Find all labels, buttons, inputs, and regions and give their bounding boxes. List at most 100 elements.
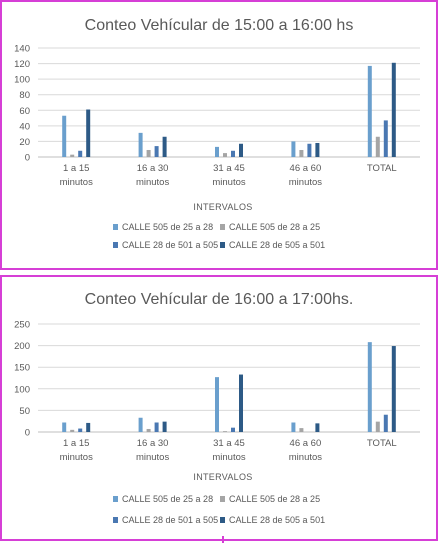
x-tick-label: 1 a 15 <box>63 438 89 449</box>
x-tick-label: TOTAL <box>367 163 397 174</box>
bar <box>223 153 227 157</box>
bar <box>162 136 167 157</box>
bar <box>78 150 83 157</box>
legend-label: CALLE 28 de 505 a 501 <box>229 240 325 250</box>
bar <box>62 422 67 432</box>
x-tick-label: minutos <box>289 177 323 188</box>
x-tick-label: minutos <box>136 452 170 463</box>
legend-swatch <box>220 496 225 502</box>
y-tick-label: 20 <box>19 137 30 148</box>
bar <box>146 149 151 157</box>
bar <box>70 429 75 432</box>
x-tick-label: minutos <box>60 177 94 188</box>
chart-panel-1: Conteo Vehícular de 15:00 a 16:00 hs 0 20… <box>0 0 438 270</box>
bar <box>162 421 167 432</box>
legend-swatch <box>113 517 118 523</box>
x-tick-label: minutos <box>212 177 246 188</box>
bar <box>315 142 320 157</box>
legend-swatch <box>220 242 225 248</box>
y-tick-label: 200 <box>14 341 30 352</box>
bar <box>299 149 304 157</box>
chart-title: Conteo Vehícular de 16:00 a 17:00hs. <box>85 291 354 308</box>
bar <box>154 146 159 157</box>
x-tick-label: 31 a 45 <box>213 438 245 449</box>
chart-1-svg: Conteo Vehícular de 15:00 a 16:00 hs 0 20… <box>14 17 420 250</box>
y-tick-label: 120 <box>14 59 30 70</box>
legend-swatch <box>113 242 118 248</box>
legend-item: CALLE 28 de 501 a 505 <box>113 515 218 525</box>
legend-label: CALLE 28 de 501 a 505 <box>122 515 218 525</box>
x-tick-label: 46 a 60 <box>290 163 322 174</box>
bar <box>391 346 396 432</box>
bar <box>223 431 227 432</box>
bar <box>146 428 151 432</box>
bar <box>86 422 91 432</box>
bar <box>86 109 91 157</box>
legend-item: CALLE 505 de 28 a 25 <box>220 222 320 232</box>
bar <box>375 421 380 432</box>
legend-item: CALLE 505 de 25 a 28 <box>113 494 213 504</box>
bar <box>231 427 235 432</box>
bar <box>215 377 219 432</box>
y-tick-label: 40 <box>19 121 30 132</box>
y-tick-label: 60 <box>19 106 30 117</box>
bar <box>383 414 388 432</box>
x-tick-label: minutos <box>212 452 246 463</box>
bar <box>315 423 320 432</box>
legend-label: CALLE 505 de 25 a 28 <box>122 222 213 232</box>
bar <box>78 428 83 432</box>
bar <box>231 150 235 157</box>
legend-swatch <box>113 224 118 230</box>
bar <box>138 132 143 157</box>
legend-item: CALLE 28 de 501 a 505 <box>113 240 218 250</box>
bar <box>62 115 67 157</box>
bar <box>291 141 296 157</box>
y-tick-label: 80 <box>19 90 30 101</box>
legend-item: CALLE 28 de 505 a 501 <box>220 515 325 525</box>
bar <box>367 65 372 157</box>
y-tick-label: 250 <box>14 320 30 331</box>
bar <box>70 154 75 157</box>
bar <box>299 428 304 432</box>
bar <box>307 143 312 157</box>
bar <box>239 374 243 432</box>
bar <box>375 136 380 157</box>
legend-swatch <box>220 224 225 230</box>
legend-label: CALLE 505 de 25 a 28 <box>122 494 213 504</box>
x-tick-label: minutos <box>136 177 170 188</box>
bar <box>138 417 143 432</box>
x-tick-label: 31 a 45 <box>213 163 245 174</box>
bar <box>291 422 296 432</box>
x-tick-label: 1 a 15 <box>63 163 89 174</box>
legend-label: CALLE 505 de 28 a 25 <box>229 494 320 504</box>
x-axis-title: INTERVALOS <box>193 202 252 212</box>
y-tick-label: 0 <box>25 428 30 439</box>
bar <box>391 62 396 157</box>
bar <box>215 146 219 157</box>
legend-item: CALLE 505 de 25 a 28 <box>113 222 213 232</box>
x-tick-label: 16 a 30 <box>137 438 169 449</box>
x-tick-label: 46 a 60 <box>290 438 322 449</box>
x-tick-label: TOTAL <box>367 438 397 449</box>
chart-panel-2: Conteo Vehícular de 16:00 a 17:00hs. 0 50… <box>0 275 438 541</box>
legend-item: CALLE 28 de 505 a 501 <box>220 240 325 250</box>
divider-mark <box>222 536 224 543</box>
chart-title: Conteo Vehícular de 15:00 a 16:00 hs <box>85 17 354 34</box>
x-tick-label: minutos <box>289 452 323 463</box>
legend-label: CALLE 28 de 501 a 505 <box>122 240 218 250</box>
bar <box>154 422 159 432</box>
legend-swatch <box>113 496 118 502</box>
y-tick-label: 100 <box>14 384 30 395</box>
x-tick-label: minutos <box>60 452 94 463</box>
y-tick-label: 150 <box>14 363 30 374</box>
bar <box>383 120 388 157</box>
bar <box>239 143 243 157</box>
legend-swatch <box>220 517 225 523</box>
x-tick-label: 16 a 30 <box>137 163 169 174</box>
y-tick-label: 140 <box>14 44 30 55</box>
legend-label: CALLE 505 de 28 a 25 <box>229 222 320 232</box>
chart-2-svg: Conteo Vehícular de 16:00 a 17:00hs. 0 50… <box>14 291 420 525</box>
legend-item: CALLE 505 de 28 a 25 <box>220 494 320 504</box>
y-tick-label: 100 <box>14 75 30 86</box>
y-tick-label: 50 <box>19 406 30 417</box>
